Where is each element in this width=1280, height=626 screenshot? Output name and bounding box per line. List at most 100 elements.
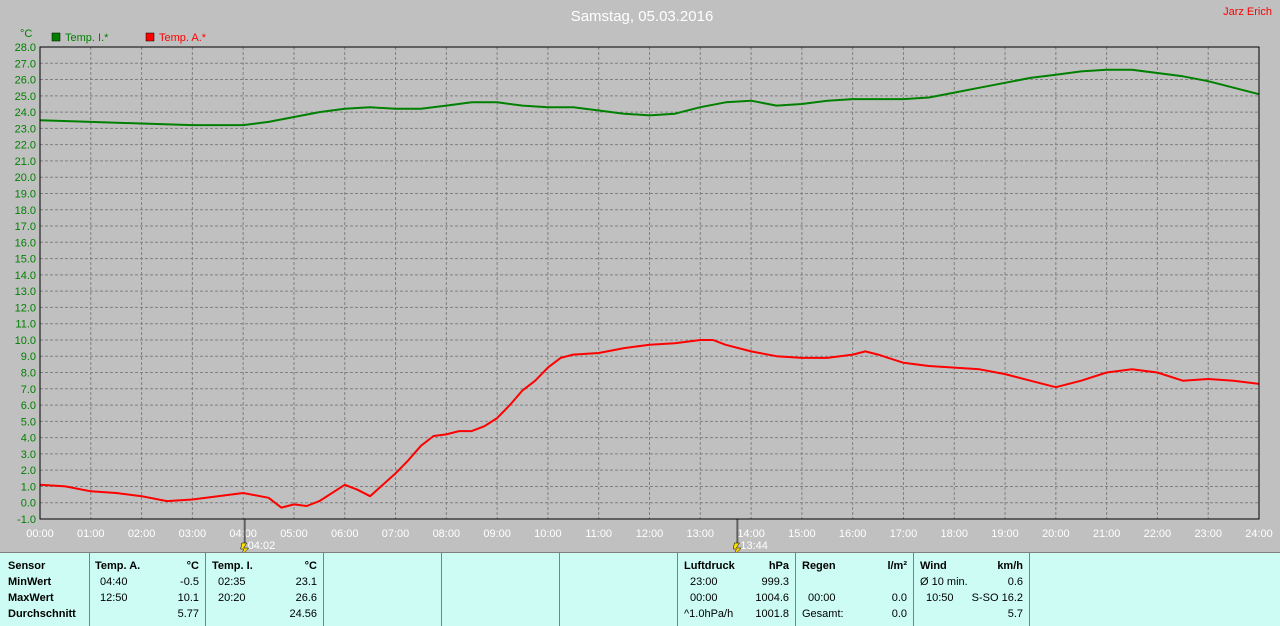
legend-label: Temp. A.* bbox=[159, 32, 207, 44]
stats-col-sensor: Sensor MinWert MaxWert Durchschnitt bbox=[0, 553, 90, 626]
stats-col-temp-a: Temp. A. °C 04:40 -0.5 12:50 10.1 5.77 bbox=[90, 553, 206, 626]
temperature-chart: -1.0 0.0 1.0 2.0 3.0 4.0 5.0 6.0 7.0 8.0 9.0 10.0 11… bbox=[15, 8, 1273, 552]
x-tick-label: 13:00 bbox=[687, 528, 715, 540]
y-tick-label: 16.0 bbox=[15, 237, 36, 249]
x-tick-label: 21:00 bbox=[1093, 528, 1121, 540]
y-tick-label: 6.0 bbox=[21, 400, 36, 412]
x-tick-label: 00:00 bbox=[26, 528, 54, 540]
y-tick-label: 24.0 bbox=[15, 107, 36, 119]
rain-unit: l/m² bbox=[887, 560, 907, 572]
stats-col-empty bbox=[324, 553, 442, 626]
y-tick-label: 3.0 bbox=[21, 449, 36, 461]
stats-panel: Sensor MinWert MaxWert Durchschnitt Temp… bbox=[0, 552, 1280, 626]
stats-sensor-header: Sensor bbox=[8, 560, 46, 572]
x-tick-label: 16:00 bbox=[839, 528, 867, 540]
legend-swatch bbox=[51, 32, 61, 42]
pressure-min-value: 999.3 bbox=[761, 576, 789, 588]
y-tick-label: 25.0 bbox=[15, 91, 36, 103]
temp-a-unit: °C bbox=[186, 560, 199, 572]
y-tick-label: 23.0 bbox=[15, 123, 36, 135]
legend-label: Temp. I.* bbox=[65, 32, 109, 44]
y-tick-label: 0.0 bbox=[21, 498, 36, 510]
y-tick-label: 15.0 bbox=[15, 254, 36, 266]
wind-daily-avg: 5.7 bbox=[1007, 608, 1023, 620]
y-tick-label: 20.0 bbox=[15, 172, 36, 184]
wind-max-value: S-SO 16.2 bbox=[971, 592, 1023, 604]
y-axis-ticks: -1.0 0.0 1.0 2.0 3.0 4.0 5.0 6.0 7.0 8.0 9.0 10.0 11… bbox=[15, 42, 36, 526]
y-tick-label: 9.0 bbox=[21, 351, 36, 363]
y-tick-label: 7.0 bbox=[21, 384, 36, 396]
y-tick-label: 18.0 bbox=[15, 205, 36, 217]
stats-row-label: MinWert bbox=[8, 576, 52, 588]
temp-i-header: Temp. I. bbox=[212, 560, 253, 572]
y-tick-label: 28.0 bbox=[15, 42, 36, 54]
x-tick-label: 07:00 bbox=[382, 528, 410, 540]
pressure-header: Luftdruck bbox=[684, 560, 735, 572]
y-tick-label: 12.0 bbox=[15, 302, 36, 314]
pressure-max-value: 1004.6 bbox=[755, 592, 789, 604]
pressure-min-time: 23:00 bbox=[690, 576, 718, 588]
temp-i-min-value: 23.1 bbox=[295, 576, 317, 588]
x-tick-label: 18:00 bbox=[940, 528, 968, 540]
temp-a-min-time: 04:40 bbox=[100, 576, 128, 588]
wind-header: Wind bbox=[920, 560, 947, 572]
wind-avg-value: 0.6 bbox=[1007, 576, 1023, 588]
event-markers: 04:02 13:44 bbox=[240, 519, 768, 552]
x-tick-label: 06:00 bbox=[331, 528, 359, 540]
pressure-trend: ^1.0hPa/h bbox=[684, 608, 734, 620]
rain-total-label: Gesamt: bbox=[802, 608, 844, 620]
y-tick-label: 17.0 bbox=[15, 221, 36, 233]
rain-max-value: 0.0 bbox=[891, 592, 907, 604]
x-tick-label: 22:00 bbox=[1144, 528, 1172, 540]
y-tick-label: 2.0 bbox=[21, 465, 36, 477]
lightning-icon bbox=[240, 542, 250, 552]
legend: Temp. I.* Temp. A.* bbox=[51, 32, 207, 44]
x-tick-label: 12:00 bbox=[636, 528, 664, 540]
x-tick-label: 03:00 bbox=[179, 528, 207, 540]
event-marker-label: 04:02 bbox=[248, 540, 276, 552]
temp-i-unit: °C bbox=[304, 560, 317, 572]
y-tick-label: 8.0 bbox=[21, 368, 36, 380]
temp-a-avg-value: 5.77 bbox=[177, 608, 199, 620]
y-tick-label: 1.0 bbox=[21, 481, 36, 493]
temp-a-header: Temp. A. bbox=[95, 560, 141, 572]
y-tick-label: 11.0 bbox=[15, 319, 36, 331]
temp-i-max-time: 20:20 bbox=[218, 592, 246, 604]
x-tick-label: 24:00 bbox=[1245, 528, 1273, 540]
legend-swatch bbox=[145, 32, 155, 42]
x-tick-label: 08:00 bbox=[433, 528, 461, 540]
lightning-icon bbox=[733, 542, 742, 552]
author-label: Jarz Erich bbox=[1223, 6, 1272, 18]
pressure-unit: hPa bbox=[768, 560, 789, 572]
y-axis-unit: °C bbox=[20, 28, 32, 40]
y-tick-label: 13.0 bbox=[15, 286, 36, 298]
plot-border bbox=[39, 46, 1260, 520]
rain-header: Regen bbox=[802, 560, 836, 572]
x-tick-label: 02:00 bbox=[128, 528, 156, 540]
y-tick-label: 10.0 bbox=[15, 335, 36, 347]
temp-a-max-value: 10.1 bbox=[177, 592, 199, 604]
temp-i-max-value: 26.6 bbox=[295, 592, 317, 604]
y-tick-label: 19.0 bbox=[15, 188, 36, 200]
y-tick-label: -1.0 bbox=[17, 514, 36, 526]
series-line bbox=[39, 68, 1260, 127]
grid bbox=[40, 47, 1259, 519]
y-tick-label: 4.0 bbox=[21, 433, 36, 445]
y-tick-label: 26.0 bbox=[15, 75, 36, 87]
y-tick-label: 14.0 bbox=[15, 270, 36, 282]
stats-col-wind: Wind km/h Ø 10 min. 0.6 10:50 S-SO 16.2 … bbox=[914, 553, 1030, 626]
x-tick-label: 11:00 bbox=[585, 528, 612, 540]
pressure-max-time: 00:00 bbox=[690, 592, 718, 604]
temp-i-min-time: 02:35 bbox=[218, 576, 246, 588]
stats-col-temp-i: Temp. I. °C 02:35 23.1 20:20 26.6 24.56 bbox=[206, 553, 324, 626]
temp-a-max-time: 12:50 bbox=[100, 592, 128, 604]
stats-col-pressure: Luftdruck hPa 23:00 999.3 00:00 1004.6 ^… bbox=[678, 553, 796, 626]
x-axis-ticks: 00:00 01:00 02:00 03:00 04:00 05:00 06:00 07:00… bbox=[26, 528, 1273, 540]
x-tick-label: 17:00 bbox=[890, 528, 918, 540]
x-tick-label: 14:00 bbox=[737, 528, 765, 540]
wind-avg-label: Ø 10 min. bbox=[920, 576, 968, 588]
series-lines bbox=[39, 68, 1260, 509]
temp-i-avg-value: 24.56 bbox=[289, 608, 317, 620]
stats-col-empty bbox=[560, 553, 678, 626]
wind-unit: km/h bbox=[997, 560, 1023, 572]
